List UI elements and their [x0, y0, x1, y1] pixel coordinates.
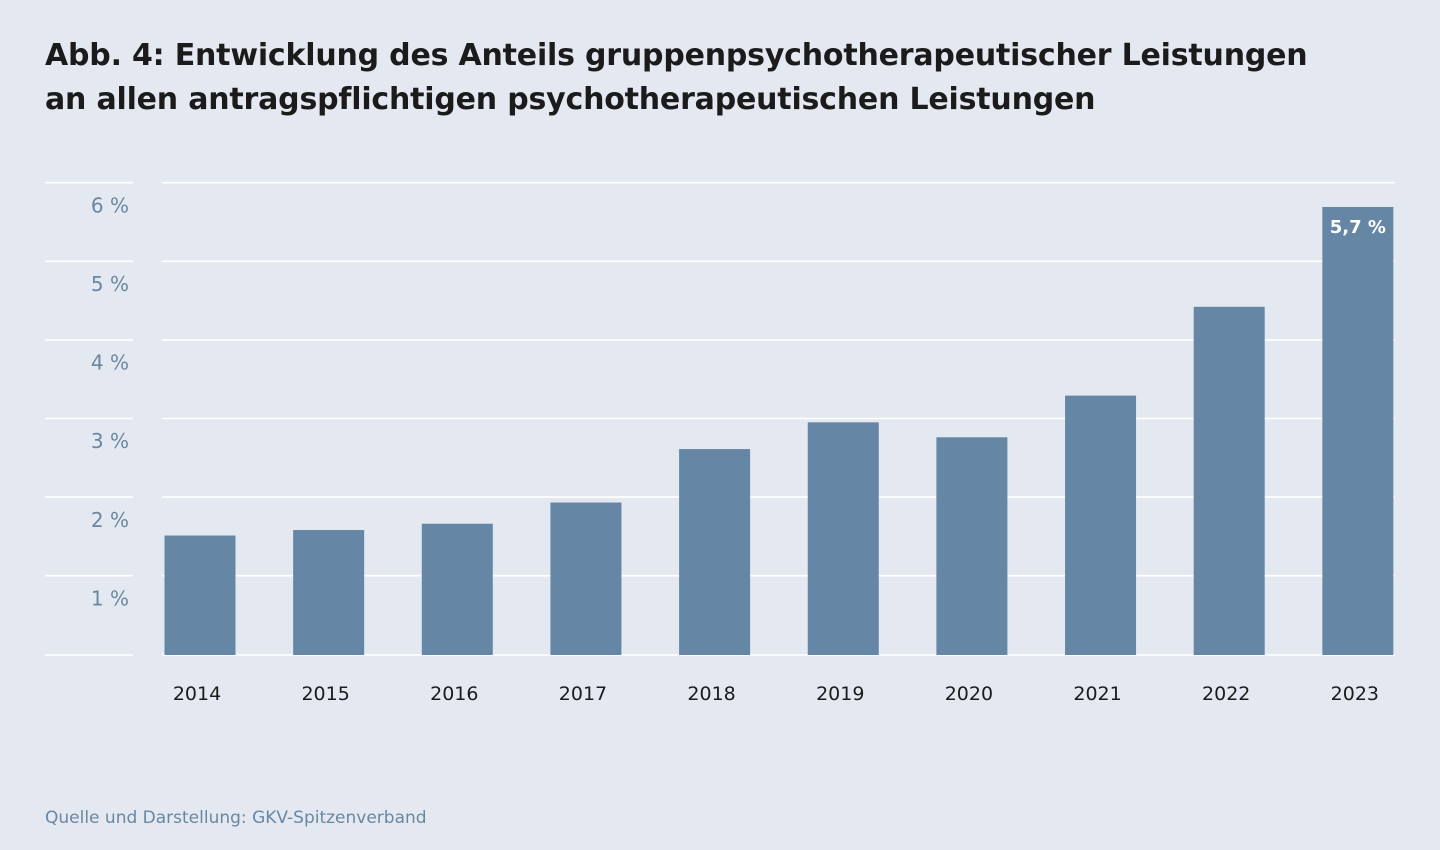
- chart-title-line-1: Abb. 4: Entwicklung des Anteils gruppenp…: [45, 38, 1308, 73]
- x-tick-label: 2021: [1073, 683, 1121, 705]
- x-tick-label: 2014: [173, 683, 221, 705]
- source-note: Quelle und Darstellung: GKV-Spitzenverba…: [45, 808, 427, 828]
- x-tick-label: 2022: [1202, 683, 1250, 705]
- bar-2023: [1322, 206, 1394, 656]
- bar-2022: [1193, 306, 1265, 655]
- y-tick-label: 6 %: [91, 193, 129, 217]
- y-tick-label: 4 %: [91, 351, 129, 375]
- x-tick-label: 2019: [816, 683, 864, 705]
- bar-2018: [679, 449, 751, 655]
- x-tick-label: 2016: [430, 683, 478, 705]
- x-tick-label: 2020: [945, 683, 993, 705]
- y-tick-label: 5 %: [91, 272, 129, 296]
- x-tick-label: 2018: [687, 683, 735, 705]
- bar-2020: [936, 437, 1008, 655]
- x-tick-label: 2023: [1331, 683, 1379, 705]
- x-tick-label: 2015: [301, 683, 349, 705]
- bar-2015: [293, 530, 365, 655]
- bar-2021: [1065, 395, 1137, 655]
- bar-2017: [550, 502, 622, 655]
- y-tick-label: 3 %: [91, 429, 129, 453]
- bar-2014: [164, 535, 236, 655]
- chart-title-line-2: an allen antragspflichtigen psychotherap…: [45, 82, 1096, 117]
- bar-2019: [807, 422, 879, 655]
- data-label: 5,7 %: [1330, 217, 1386, 238]
- chart-title: Abb. 4: Entwicklung des Anteils gruppenp…: [45, 34, 1345, 122]
- bar-2016: [421, 523, 493, 655]
- y-tick-label: 2 %: [91, 508, 129, 532]
- y-tick-label: 1 %: [91, 586, 129, 610]
- x-tick-label: 2017: [559, 683, 607, 705]
- bar-chart: 1 % 2 % 3 % 4 % 5 % 6 % 2014 2015 2016 2017 2018 20…: [45, 181, 1395, 705]
